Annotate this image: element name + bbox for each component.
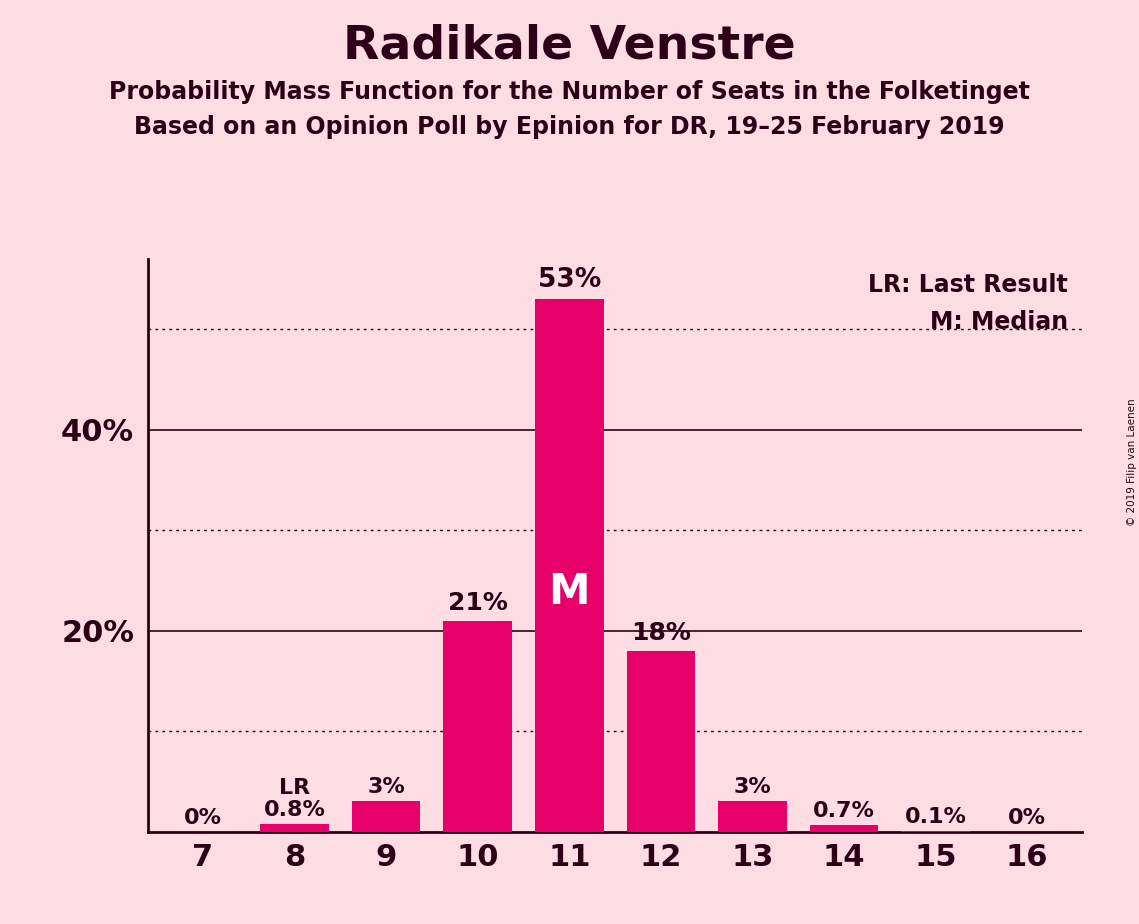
Bar — [443, 621, 513, 832]
Text: 0.7%: 0.7% — [813, 800, 875, 821]
Bar — [718, 801, 787, 832]
Text: M: M — [549, 571, 590, 613]
Text: 0.8%: 0.8% — [263, 799, 326, 820]
Bar — [626, 650, 695, 832]
Text: 0%: 0% — [185, 808, 222, 828]
Text: M: Median: M: Median — [929, 310, 1068, 334]
Bar — [901, 831, 970, 832]
Text: LR: Last Result: LR: Last Result — [868, 274, 1068, 297]
Bar — [352, 801, 420, 832]
Text: 3%: 3% — [734, 777, 771, 797]
Text: Based on an Opinion Poll by Epinion for DR, 19–25 February 2019: Based on an Opinion Poll by Epinion for … — [134, 115, 1005, 139]
Text: 3%: 3% — [367, 777, 405, 797]
Text: Radikale Venstre: Radikale Venstre — [343, 23, 796, 68]
Text: Probability Mass Function for the Number of Seats in the Folketinget: Probability Mass Function for the Number… — [109, 80, 1030, 104]
Text: © 2019 Filip van Laenen: © 2019 Filip van Laenen — [1126, 398, 1137, 526]
Text: 18%: 18% — [631, 621, 690, 645]
Bar — [260, 823, 329, 832]
Text: 53%: 53% — [538, 267, 601, 293]
Bar — [810, 824, 878, 832]
Text: 21%: 21% — [448, 590, 508, 614]
Text: 0%: 0% — [1008, 808, 1046, 828]
Bar — [535, 299, 604, 832]
Text: 0.1%: 0.1% — [904, 807, 967, 827]
Text: LR: LR — [279, 778, 310, 798]
